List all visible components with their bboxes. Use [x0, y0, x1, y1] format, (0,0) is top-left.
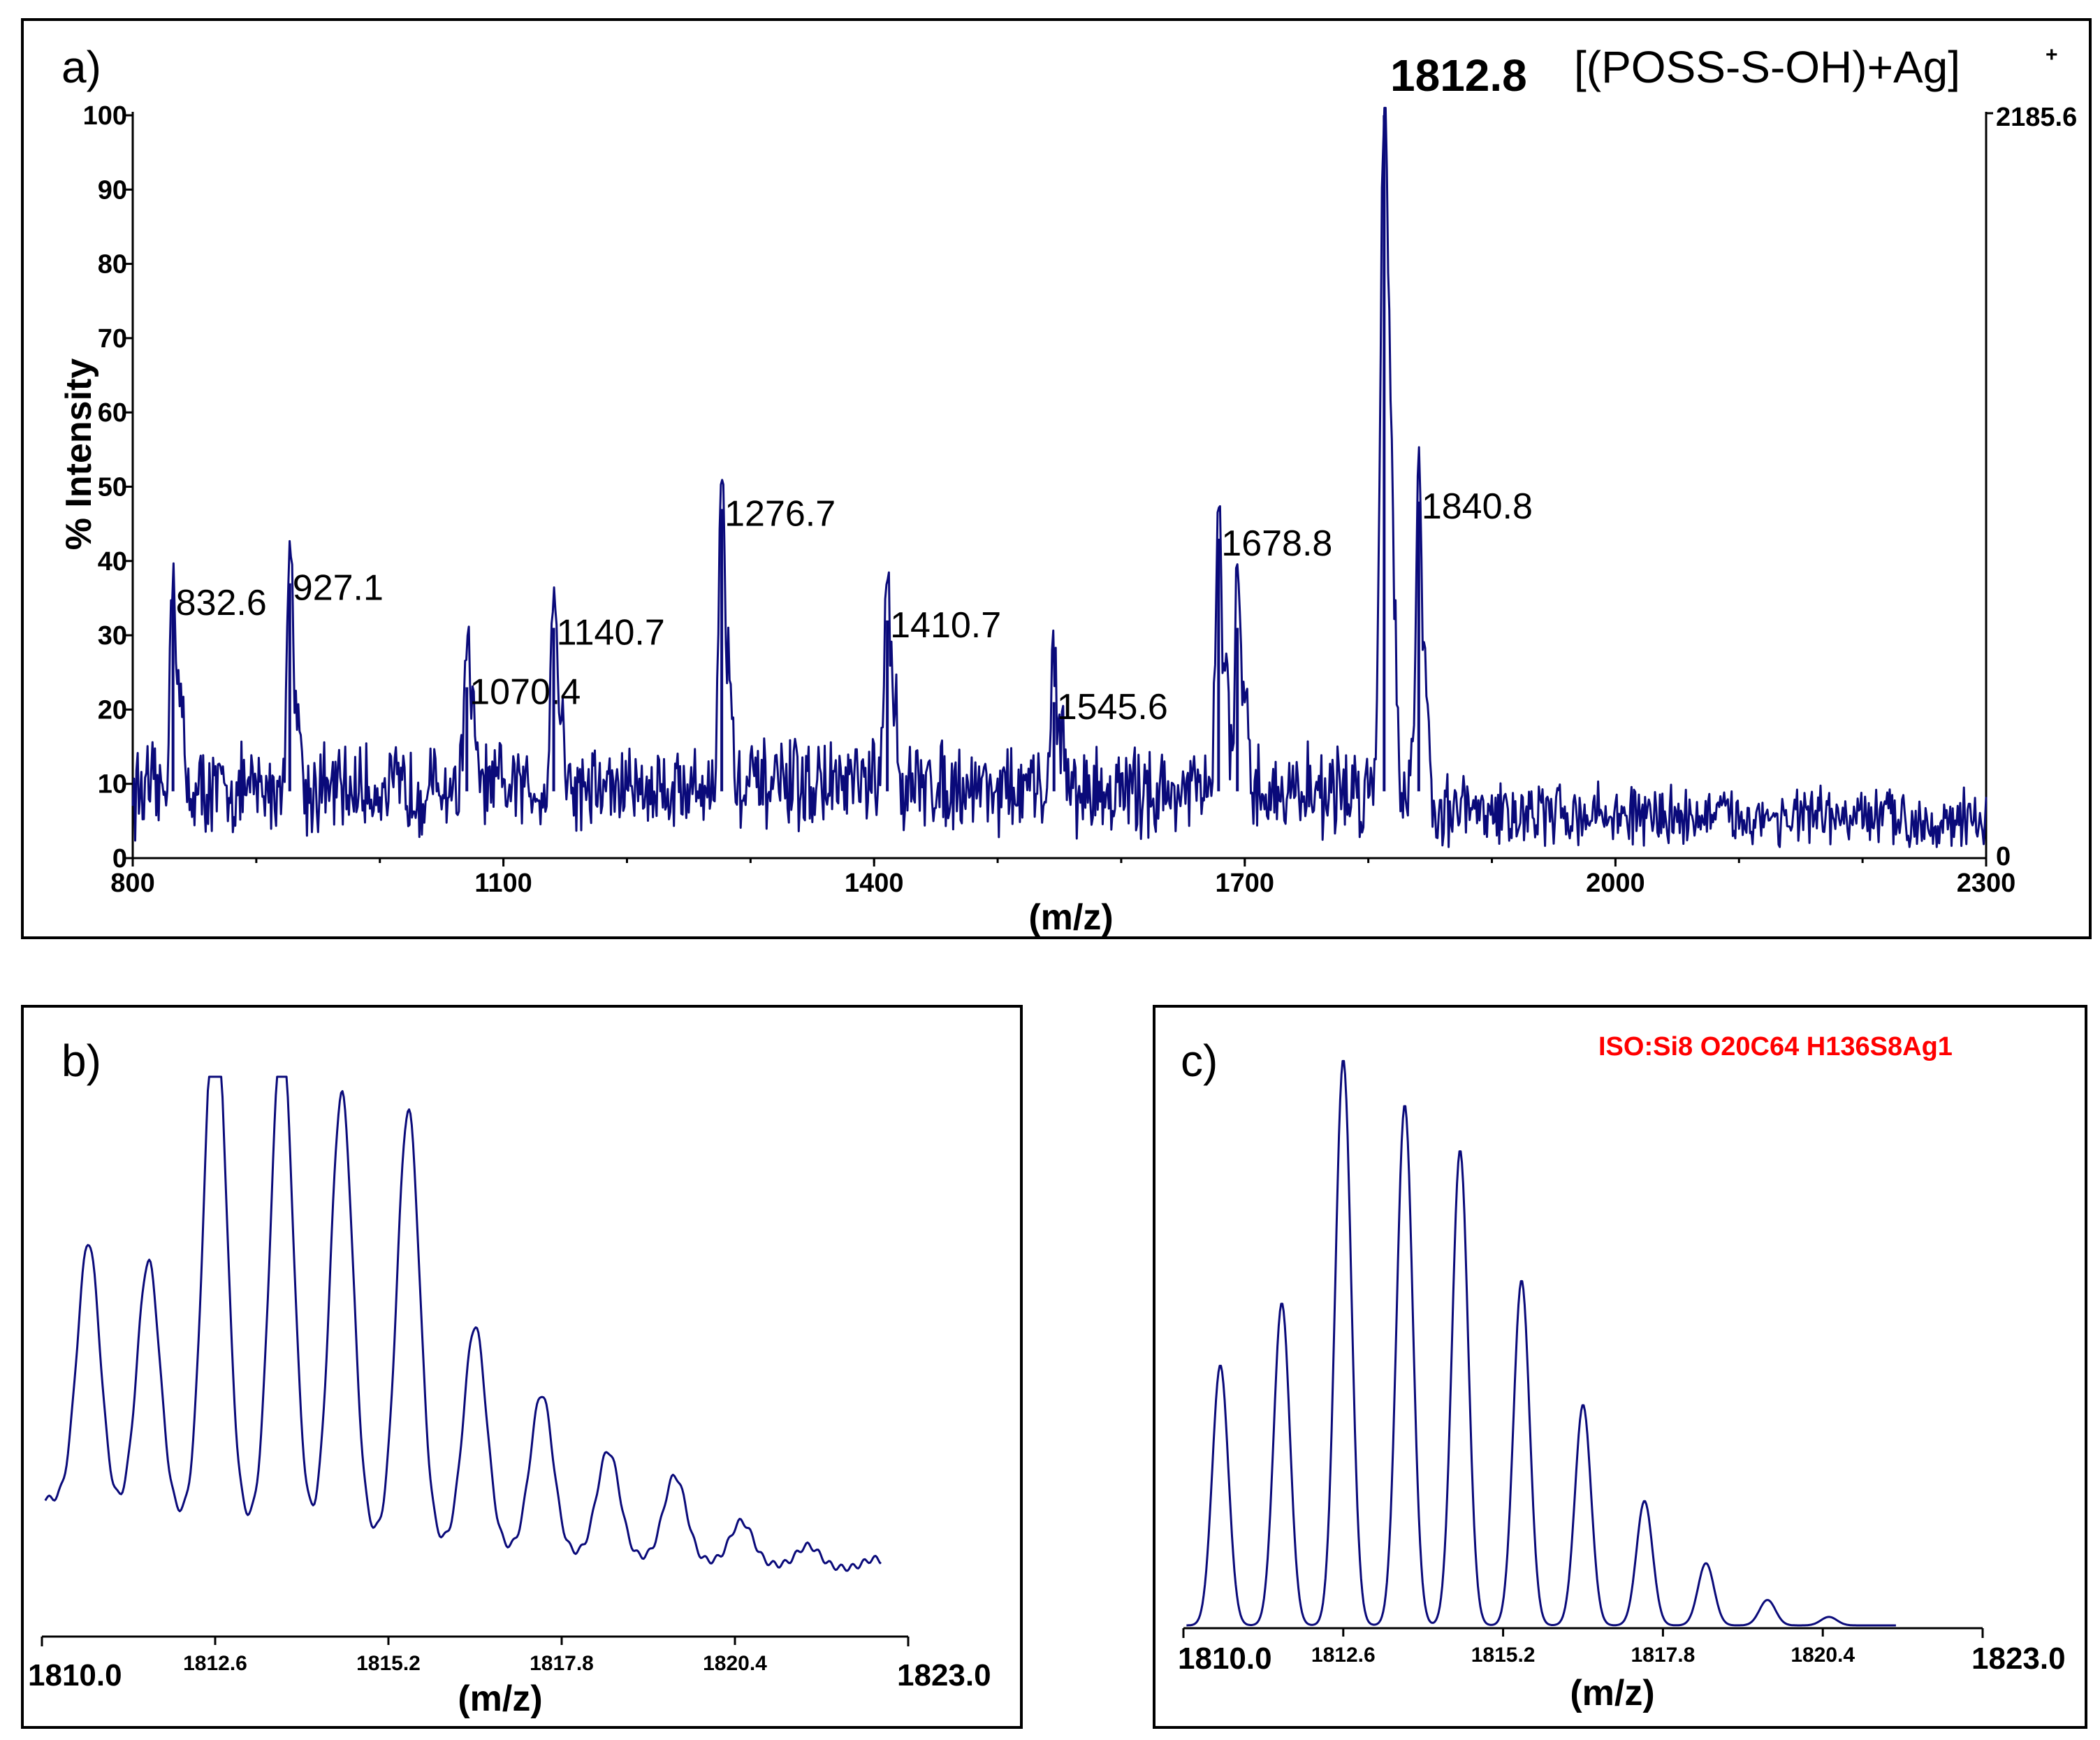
panelc-x-tick-label: 1817.8 — [1631, 1644, 1696, 1667]
panel-a-y-tick-label: 90 — [98, 175, 127, 205]
panel-a-y-tick-label: 50 — [98, 473, 127, 502]
panel-a-peak-labels: 832.6 927.1 1070.4 1140.7 1276.7 1410.7 1545.6… — [171, 115, 1533, 792]
panel-a-peak-label: 1070.4 — [469, 672, 581, 713]
panel-a-x-tick-label: 2300 — [1957, 869, 2016, 898]
panel-c-trace-group — [1186, 1059, 1896, 1627]
panel-a-peak-label: 832.6 — [176, 583, 267, 623]
panelb-x-tick-label: 1812.6 — [183, 1652, 247, 1675]
panel-a-title-mass: 1812.8 — [1390, 50, 1527, 101]
panel-a-peak-label: 1276.7 — [724, 493, 836, 534]
panel-a-peak-label: 1545.6 — [1057, 687, 1168, 727]
panel-a-y-tick-label: 0 — [112, 844, 127, 873]
panel-c-frame — [1153, 1005, 2087, 1729]
panel-b-frame — [21, 1005, 1023, 1729]
panel-a-frame — [21, 18, 2092, 939]
panel-b-x-axis-title: (m/z) — [458, 1679, 542, 1719]
panelc-isotope-trace — [1186, 1059, 1896, 1627]
panel-a-right-axis-min: 0 — [1996, 842, 2011, 871]
panelc-x-tick-label: 1815.2 — [1471, 1644, 1536, 1667]
panel-a-x-tick-label: 2000 — [1586, 869, 1645, 898]
panel-a-y-tick-label: 20 — [98, 695, 127, 725]
panel-a-x-tick-label: 800 — [110, 869, 154, 898]
panel-a-y-tick-label: 100 — [83, 101, 127, 131]
panel-c-iso-annotation: ISO:Si8 O20C64 H136S8Ag1 — [1598, 1032, 1953, 1061]
panel-a-y-tick-label: 30 — [98, 621, 127, 651]
panel-a-title-superscript: + — [2046, 43, 2058, 66]
panel-a-title-ion: [(POSS-S-OH)+Ag] — [1574, 42, 1960, 92]
panel-a-x-tick-label: 1400 — [845, 869, 904, 898]
panel-a-y-tick-label: 40 — [98, 547, 127, 577]
panel-a-peak-label: 927.1 — [293, 568, 384, 609]
panel-b: b) 1810.0 1823.0 (m/z) 1812.6 1815.2 1817.… — [21, 1005, 1023, 1729]
panel-a-y-tick-label: 60 — [98, 398, 127, 428]
panel-a-label: a) — [61, 42, 101, 92]
panelb-isotope-trace — [44, 1075, 882, 1572]
panel-c-x-axis-title: (m/z) — [1570, 1673, 1654, 1713]
panel-a-x-axis-title: (m/z) — [1028, 897, 1113, 938]
panel-a-peak-label: 1410.7 — [890, 605, 1001, 646]
panel-b-trace-group — [44, 1075, 882, 1572]
panelc-x-tick-label: 1820.4 — [1791, 1644, 1855, 1667]
panelb-x-tick-label: 1817.8 — [530, 1652, 594, 1675]
panel-b-x-end-label: 1823.0 — [897, 1658, 991, 1692]
panel-c-x-end-label: 1823.0 — [1971, 1641, 2066, 1676]
panel-a-x-tick-label: 1700 — [1216, 869, 1275, 898]
panelb-x-tick-label: 1820.4 — [703, 1652, 767, 1675]
panel-a-peak-label: 1678.8 — [1221, 523, 1332, 564]
panelb-x-tick-label: 1815.2 — [356, 1652, 421, 1675]
panel-b-axes: 1812.6 1815.2 1817.8 1820.4 — [41, 1635, 910, 1675]
panel-a-x-tick-label: 1100 — [474, 869, 532, 898]
panel-c-axes: 1812.6 1815.2 1817.8 1820.4 — [1182, 1627, 1984, 1667]
panel-b-x-start-label: 1810.0 — [28, 1658, 122, 1692]
panel-a-y-tick-label: 10 — [98, 770, 127, 799]
panel-c-x-start-label: 1810.0 — [1178, 1641, 1272, 1676]
panelc-x-tick-label: 1812.6 — [1311, 1644, 1376, 1667]
panel-c-label: c) — [1181, 1036, 1218, 1086]
panel-a-peak-label: 1840.8 — [1422, 486, 1533, 527]
panel-a: a) 1812.8 [(POSS-S-OH)+Ag] + % Intensity… — [21, 18, 2092, 939]
panel-a-y-axis-title: % Intensity — [59, 358, 99, 551]
panel-a-y-tick-label: 70 — [98, 324, 127, 354]
panel-a-spectrum-trace — [131, 106, 1988, 848]
panel-a-y-tick-label: 80 — [98, 250, 127, 280]
panel-a-right-axis-max: 2185.6 — [1996, 103, 2077, 132]
panel-b-label: b) — [61, 1036, 101, 1086]
panel-a-axes: 0 10 20 30 40 50 60 70 80 90 100 800 1100 1400 1700 200… — [83, 101, 2016, 898]
panel-a-trace-group — [131, 106, 1988, 848]
panel-c: c) ISO:Si8 O20C64 H136S8Ag1 1810.0 1823.… — [1153, 1005, 2087, 1729]
panel-a-peak-label: 1140.7 — [557, 612, 665, 653]
